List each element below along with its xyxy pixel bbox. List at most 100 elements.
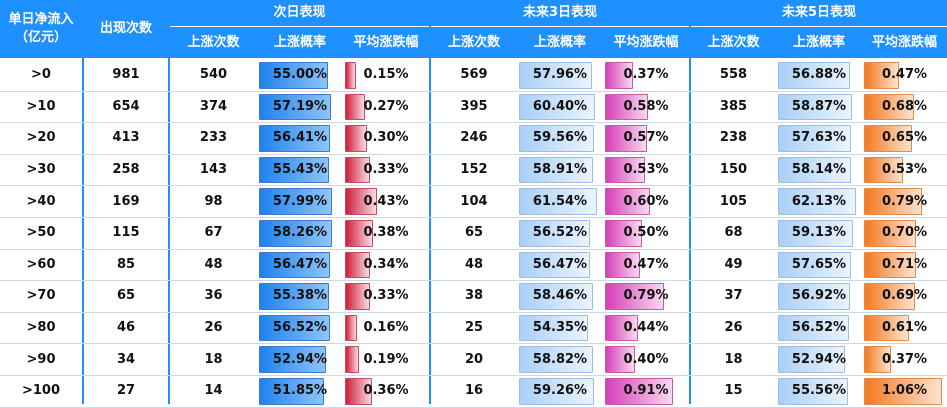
- next-avg-change-value: 0.15%: [363, 67, 409, 83]
- 5d-rise-prob-value: 56.92%: [791, 288, 847, 304]
- row-occurrence-count: 258: [112, 162, 140, 178]
- next-rise-prob-value: 56.52%: [272, 320, 328, 336]
- 5d-rise-count: 37: [724, 288, 743, 304]
- 5d-rise-count: 26: [724, 320, 743, 336]
- 3d-avg-change-value: 0.50%: [623, 225, 669, 241]
- 3d-rise-prob-bar: [519, 93, 596, 121]
- next-rise-prob-bar: [259, 346, 326, 373]
- 5d-avg-change-value: 0.69%: [881, 288, 928, 304]
- next-rise-prob-value: 57.99%: [272, 193, 328, 209]
- row-occurrence-count: 27: [116, 383, 136, 399]
- 3d-rise-count: 246: [460, 130, 488, 146]
- 5d-rise-count: 68: [724, 225, 743, 241]
- row-threshold: >30: [26, 162, 56, 178]
- column-divider: [168, 0, 170, 404]
- next-rise-count: 18: [204, 351, 223, 367]
- 3d-rise-prob-value: 56.52%: [532, 225, 588, 241]
- column-divider: [689, 0, 691, 404]
- row-divider: [0, 122, 947, 124]
- next-avg-change-bar: [345, 251, 371, 279]
- row-occurrence-count: 85: [116, 256, 136, 272]
- next-rise-prob-value: 58.26%: [272, 225, 328, 241]
- 5d-avg-change-value: 0.47%: [881, 67, 928, 83]
- row-divider: [0, 153, 947, 155]
- next-rise-prob-value: 51.85%: [272, 383, 328, 399]
- 3d-rise-prob-value: 58.46%: [532, 288, 588, 304]
- 3d-rise-count: 152: [460, 162, 488, 178]
- next-avg-change-bar: [345, 283, 370, 310]
- next-rise-prob-value: 52.94%: [272, 351, 328, 367]
- next-avg-change-value: 0.33%: [363, 288, 409, 304]
- row-occurrence-count: 115: [112, 225, 140, 241]
- row-occurrence-count: 34: [116, 351, 136, 367]
- row-divider: [0, 343, 947, 345]
- 5d-avg-change-bar: [864, 156, 904, 184]
- 5d-avg-change-value: 0.79%: [881, 193, 928, 209]
- 3d-avg-change-bar: [605, 125, 648, 152]
- header-net-inflow: 单日净流入 （亿元）: [0, 0, 82, 58]
- 5d-avg-change-bar: [864, 93, 915, 121]
- row-divider: [0, 280, 947, 282]
- 3d-rise-prob-value: 56.47%: [532, 256, 588, 272]
- subheader-3d-rise-count: 上涨次数: [431, 27, 517, 58]
- next-rise-count: 48: [204, 256, 223, 272]
- next-rise-prob-bar: [259, 188, 333, 215]
- 5d-rise-count: 49: [724, 256, 743, 272]
- 3d-rise-count: 395: [460, 98, 488, 114]
- next-rise-prob-bar: [259, 251, 331, 279]
- 3d-rise-prob-bar: [519, 188, 597, 215]
- next-rise-prob-bar: [259, 156, 329, 184]
- 5d-rise-count: 18: [724, 351, 743, 367]
- 3d-rise-prob-value: 59.26%: [532, 383, 588, 399]
- next-rise-prob-bar: [259, 93, 332, 121]
- 3d-avg-change-value: 0.79%: [623, 288, 669, 304]
- 3d-avg-change-value: 0.58%: [623, 98, 669, 114]
- row-threshold: >0: [31, 67, 51, 83]
- 5d-rise-count: 558: [719, 67, 748, 83]
- next-rise-prob-value: 55.00%: [272, 67, 328, 83]
- 5d-avg-change-value: 1.06%: [881, 383, 928, 399]
- 5d-avg-change-value: 0.65%: [881, 130, 928, 146]
- next-rise-count: 67: [204, 225, 223, 241]
- 3d-rise-prob-value: 58.82%: [532, 351, 588, 367]
- next-rise-count: 14: [204, 383, 223, 399]
- 5d-rise-prob-value: 57.65%: [791, 256, 847, 272]
- 3d-avg-change-bar: [605, 156, 645, 184]
- 5d-avg-change-bar: [864, 346, 892, 373]
- row-occurrence-count: 169: [112, 193, 140, 209]
- row-divider: [0, 311, 947, 313]
- 5d-rise-count: 238: [719, 130, 748, 146]
- next-rise-prob-bar: [259, 314, 331, 342]
- 5d-rise-prob-bar: [778, 93, 853, 121]
- 5d-rise-prob-value: 52.94%: [791, 351, 847, 367]
- next-rise-prob-value: 57.19%: [272, 98, 328, 114]
- 3d-avg-change-value: 0.60%: [623, 193, 669, 209]
- 3d-avg-change-bar: [605, 378, 673, 405]
- 5d-rise-prob-value: 57.63%: [791, 130, 847, 146]
- 5d-rise-prob-value: 55.56%: [791, 383, 847, 399]
- row-threshold: >80: [26, 320, 56, 336]
- 5d-avg-change-bar: [864, 220, 916, 247]
- subheader-next-rise-prob: 上涨概率: [257, 27, 343, 58]
- next-rise-count: 98: [204, 193, 223, 209]
- 5d-avg-change-bar: [864, 283, 915, 310]
- header-group-5-day: 未来5日表现: [691, 0, 947, 27]
- 5d-rise-count: 15: [724, 383, 743, 399]
- 5d-rise-prob-bar: [778, 188, 857, 215]
- 3d-rise-count: 38: [464, 288, 484, 304]
- next-rise-prob-value: 55.43%: [272, 162, 328, 178]
- 5d-avg-change-value: 0.70%: [881, 225, 928, 241]
- row-occurrence-count: 46: [116, 320, 136, 336]
- row-occurrence-count: 65: [116, 288, 136, 304]
- 3d-rise-prob-bar: [519, 283, 593, 310]
- next-rise-count: 374: [199, 98, 228, 114]
- row-divider: [0, 248, 947, 250]
- next-avg-change-bar: [345, 220, 374, 247]
- subheader-3d-rise-prob: 上涨概率: [517, 27, 603, 58]
- next-avg-change-value: 0.30%: [363, 130, 409, 146]
- row-threshold: >60: [26, 256, 56, 272]
- 3d-rise-prob-value: 59.56%: [532, 130, 588, 146]
- header-occurrence-count: 出现次数: [84, 0, 168, 58]
- next-rise-count: 233: [199, 130, 228, 146]
